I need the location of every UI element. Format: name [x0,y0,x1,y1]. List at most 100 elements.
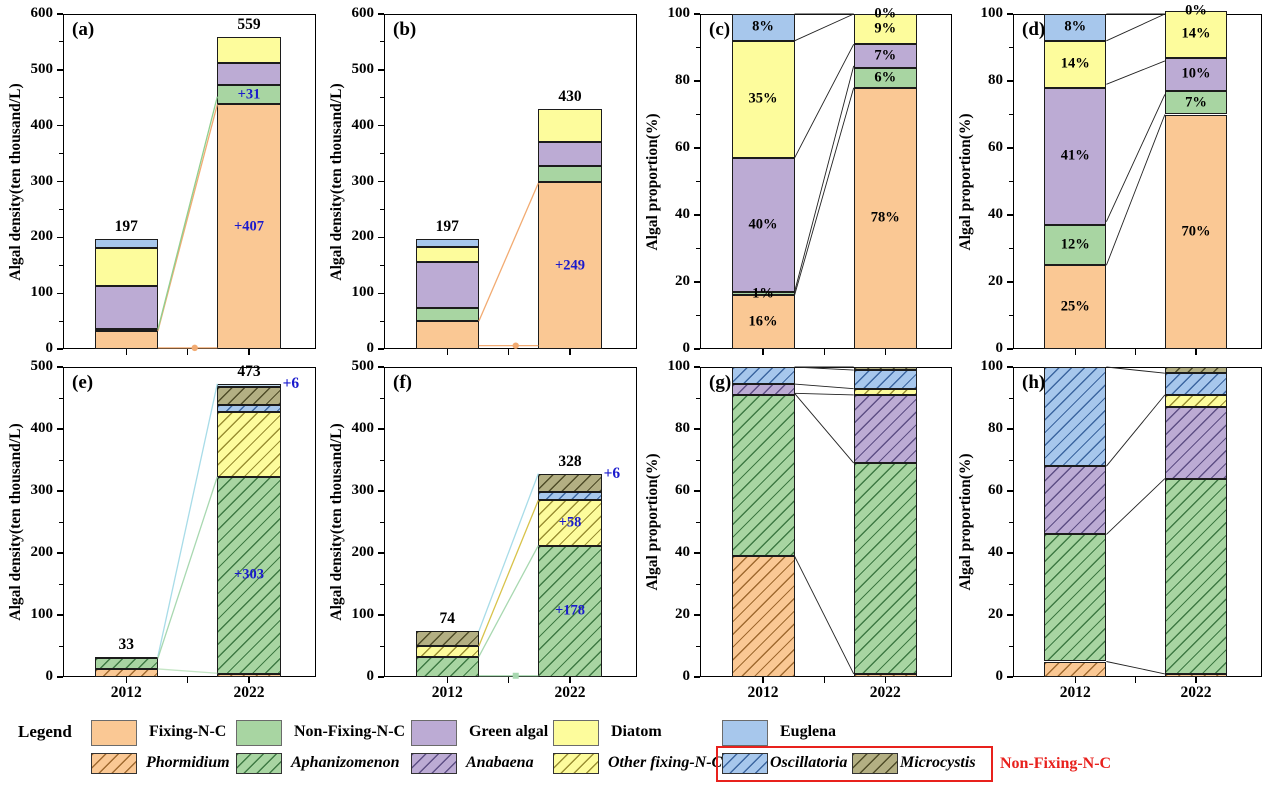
segment-value-label: 78% [870,209,900,226]
segment-diatom [538,108,602,143]
segment-greenalgal [415,262,479,309]
y-tick [57,614,63,616]
segment-fixing [217,104,281,349]
segment-phormidium [94,668,158,677]
segment-value-label: +303 [233,566,264,583]
x-tick-label: 2022 [1180,684,1212,701]
y-tick [1007,552,1013,554]
segment-greenalgal [1164,57,1228,92]
y-tick-label: 0 [366,668,375,684]
y-tick [694,614,700,616]
y-tick [57,236,63,239]
y-axis-title-e: Algal density(ten thousand/L) [7,423,24,621]
bar-total-label: 559 [237,15,261,33]
y-tick-label: 500 [351,358,375,374]
segment-phormidium [853,673,917,677]
segment-value-label: 25% [1060,298,1090,315]
panel-label-h: (h) [1022,372,1046,393]
y-tick-label: 100 [30,606,54,622]
y-minor-tick [380,97,384,99]
segment-anabaena [1164,407,1228,479]
y-tick-label: 20 [988,606,1003,622]
y-tick [1007,428,1013,430]
x-tick [884,349,886,355]
y-axis-title-g: Algal proportion(%) [644,453,661,591]
bar-total-label: 430 [558,87,582,105]
legend-swatch-aphanizomenon [236,753,282,774]
x-tick [1135,349,1137,355]
bar-total-label: 197 [435,218,459,235]
y-tick [378,490,384,492]
x-tick [446,349,448,355]
y-tick-label: 80 [675,420,690,436]
x-tick [248,677,250,683]
y-tick-label: 200 [30,544,54,560]
segment-diatom [1044,40,1107,88]
segment-nonfixing [1164,91,1228,115]
legend-title: Legend [18,722,72,741]
segment-fixing [94,331,158,349]
y-tick-label: 0 [682,668,691,684]
y-tick [378,614,384,616]
segment-value-label: 16% [748,313,778,330]
y-tick [57,292,63,294]
segment-value-label: 10% [1181,65,1211,82]
x-tick [1195,349,1197,355]
segment-diatom [94,247,158,287]
panel-label-a: (a) [72,19,95,40]
segment-nonfixing [538,165,602,183]
x-tick [569,677,571,683]
segment-otherfixing [538,500,602,546]
segment-greenalgal [217,62,281,85]
x-tick [1074,349,1076,355]
y-tick [57,13,63,15]
y-tick-label: 400 [30,116,54,133]
legend-swatch-oscillatoria [722,753,768,774]
x-tick-label: 2022 [554,684,586,701]
legend-swatch-anabaena [411,753,457,774]
segment-oscillatoria [217,405,281,412]
y-tick-label: 400 [30,420,54,436]
segment-value-label: +249 [554,257,585,274]
y-minor-tick [380,264,384,266]
y-minor-tick [1009,248,1013,249]
segment-value-label: 0% [1185,2,1207,19]
y-minor-tick [380,459,384,461]
y-tick [378,236,384,239]
segment-oscillatoria [1164,373,1228,395]
y-tick [57,69,63,71]
y-tick-label: 20 [675,606,690,622]
y-minor-tick [59,645,63,647]
y-tick-label: 20 [988,273,1003,289]
segment-microcystis [415,631,479,646]
legend-label-phormidium: Phormidium [146,754,230,771]
y-tick-label: 0 [45,340,54,356]
segment-value-label: 9% [874,20,897,37]
y-tick-label: 100 [980,5,1004,21]
bar-side-label: +6 [603,464,621,482]
panel-label-f: (f) [393,372,412,393]
x-tick [248,349,250,355]
y-minor-tick [696,181,700,182]
y-tick [1007,214,1013,216]
y-minor-tick [380,153,384,155]
y-minor-tick [59,521,63,523]
segment-microcystis [94,656,158,659]
y-tick-label: 200 [30,228,54,245]
segment-fixing [1164,114,1228,349]
y-minor-tick [696,521,700,523]
y-tick-label: 100 [351,284,375,301]
y-tick-label: 300 [351,172,375,189]
segment-aphanizomenon [1044,534,1107,662]
segment-nonfixing [217,84,281,105]
segment-microcystis [217,386,281,406]
segment-aphanizomenon [853,463,917,674]
bar-side-label: +6 [282,374,300,392]
legend-label-greenalgal: Green algal [469,723,549,740]
y-minor-tick [380,521,384,523]
y-tick [1007,676,1013,678]
x-tick-label: 2022 [233,684,265,701]
panel-label-c: (c) [709,19,731,40]
segment-oscillatoria [1044,367,1107,467]
x-tick [762,677,764,683]
